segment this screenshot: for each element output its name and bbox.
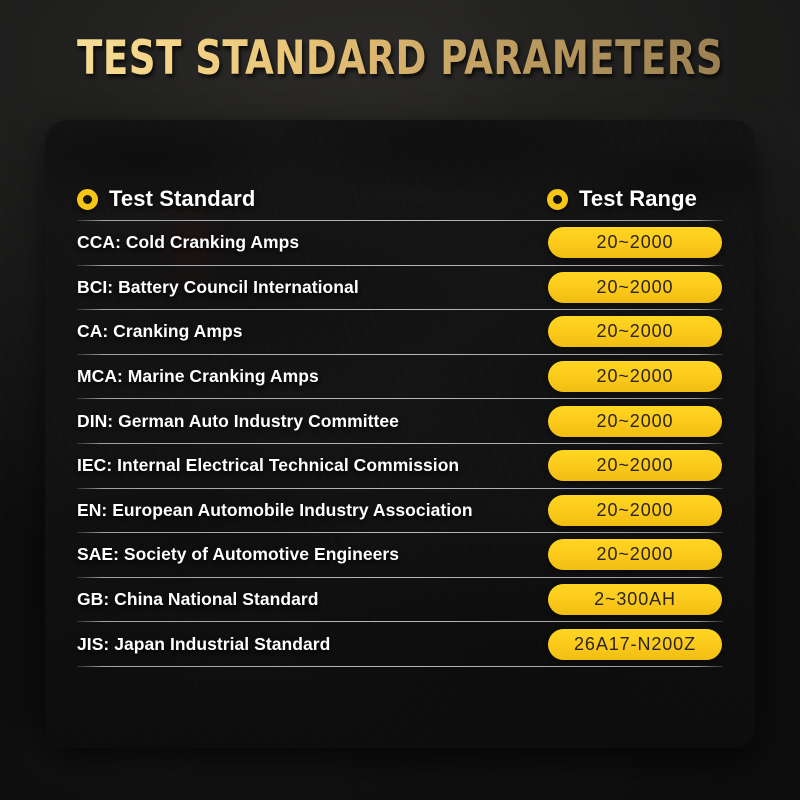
row-divider [77, 576, 723, 578]
cell-test-range: 20~2000 [547, 539, 723, 571]
cell-test-range: 26A17-N200Z [547, 628, 723, 660]
ring-bullet-icon [547, 188, 568, 210]
cell-test-range: 20~2000 [547, 450, 723, 482]
table-row: BCI: Battery Council International 20~20… [77, 266, 723, 310]
row-divider [77, 264, 723, 266]
header-divider [77, 220, 723, 221]
cell-test-standard: DIN: German Auto Industry Committee [77, 410, 399, 431]
row-divider [77, 665, 723, 667]
column-header-label: Test Range [579, 186, 697, 211]
table-row: CA: Cranking Amps 20~2000 [77, 310, 723, 354]
row-divider [77, 442, 723, 444]
table-row: SAE: Society of Automotive Engineers 20~… [77, 533, 723, 577]
ring-bullet-icon [77, 188, 98, 210]
column-header-test-range: Test Range [547, 186, 723, 212]
table-row: GB: China National Standard 2~300AH [77, 578, 723, 622]
cell-test-standard: CA: Cranking Amps [77, 321, 243, 342]
cell-test-standard: GB: China National Standard [77, 589, 319, 610]
range-badge: 20~2000 [548, 361, 722, 393]
range-badge: 20~2000 [548, 271, 722, 303]
column-header-test-standard: Test Standard [77, 186, 547, 212]
row-divider [77, 398, 723, 400]
cell-test-standard: SAE: Society of Automotive Engineers [77, 544, 400, 565]
cell-test-range: 20~2000 [547, 316, 723, 348]
cell-test-range: 20~2000 [547, 227, 723, 259]
cell-test-range: 20~2000 [547, 271, 723, 303]
range-badge: 20~2000 [548, 405, 722, 437]
row-divider [77, 487, 723, 489]
table-header-row: Test Standard Test Range [77, 178, 723, 220]
table-row: JIS: Japan Industrial Standard 26A17-N20… [77, 622, 723, 666]
range-badge: 20~2000 [548, 316, 722, 348]
page-title: TEST STANDARD PARAMETERS [76, 31, 724, 86]
range-badge: 20~2000 [548, 227, 722, 259]
cell-test-standard: MCA: Marine Cranking Amps [77, 366, 319, 387]
range-badge: 2~300AH [548, 584, 722, 616]
row-divider [77, 309, 723, 311]
row-divider [77, 532, 723, 534]
card-content: Test Standard Test Range CCA: Cold Crank… [45, 120, 755, 748]
table-row: MCA: Marine Cranking Amps 20~2000 [77, 355, 723, 399]
range-badge: 20~2000 [548, 450, 722, 482]
table-row: DIN: German Auto Industry Committee 20~2… [77, 399, 723, 443]
table-row: CCA: Cold Cranking Amps 20~2000 [77, 221, 723, 265]
cell-test-standard: BCI: Battery Council International [77, 276, 359, 297]
cell-test-standard: JIS: Japan Industrial Standard [77, 633, 331, 654]
table-row: EN: European Automobile Industry Associa… [77, 489, 723, 533]
cell-test-standard: CCA: Cold Cranking Amps [77, 232, 300, 253]
cell-test-range: 20~2000 [547, 361, 723, 393]
cell-test-standard: EN: European Automobile Industry Associa… [77, 499, 473, 520]
cell-test-standard: IEC: Internal Electrical Technical Commi… [77, 455, 460, 476]
column-header-label: Test Standard [109, 186, 256, 211]
cell-test-range: 2~300AH [547, 584, 723, 616]
table-row: IEC: Internal Electrical Technical Commi… [77, 444, 723, 488]
range-badge: 26A17-N200Z [548, 628, 722, 660]
row-divider [77, 621, 723, 623]
cell-test-range: 20~2000 [547, 405, 723, 437]
row-divider [77, 353, 723, 355]
parameters-card: Test Standard Test Range CCA: Cold Crank… [45, 120, 755, 748]
range-badge: 20~2000 [548, 494, 722, 526]
cell-test-range: 20~2000 [547, 494, 723, 526]
page-title-wrapper: TEST STANDARD PARAMETERS [0, 31, 800, 86]
range-badge: 20~2000 [548, 539, 722, 571]
